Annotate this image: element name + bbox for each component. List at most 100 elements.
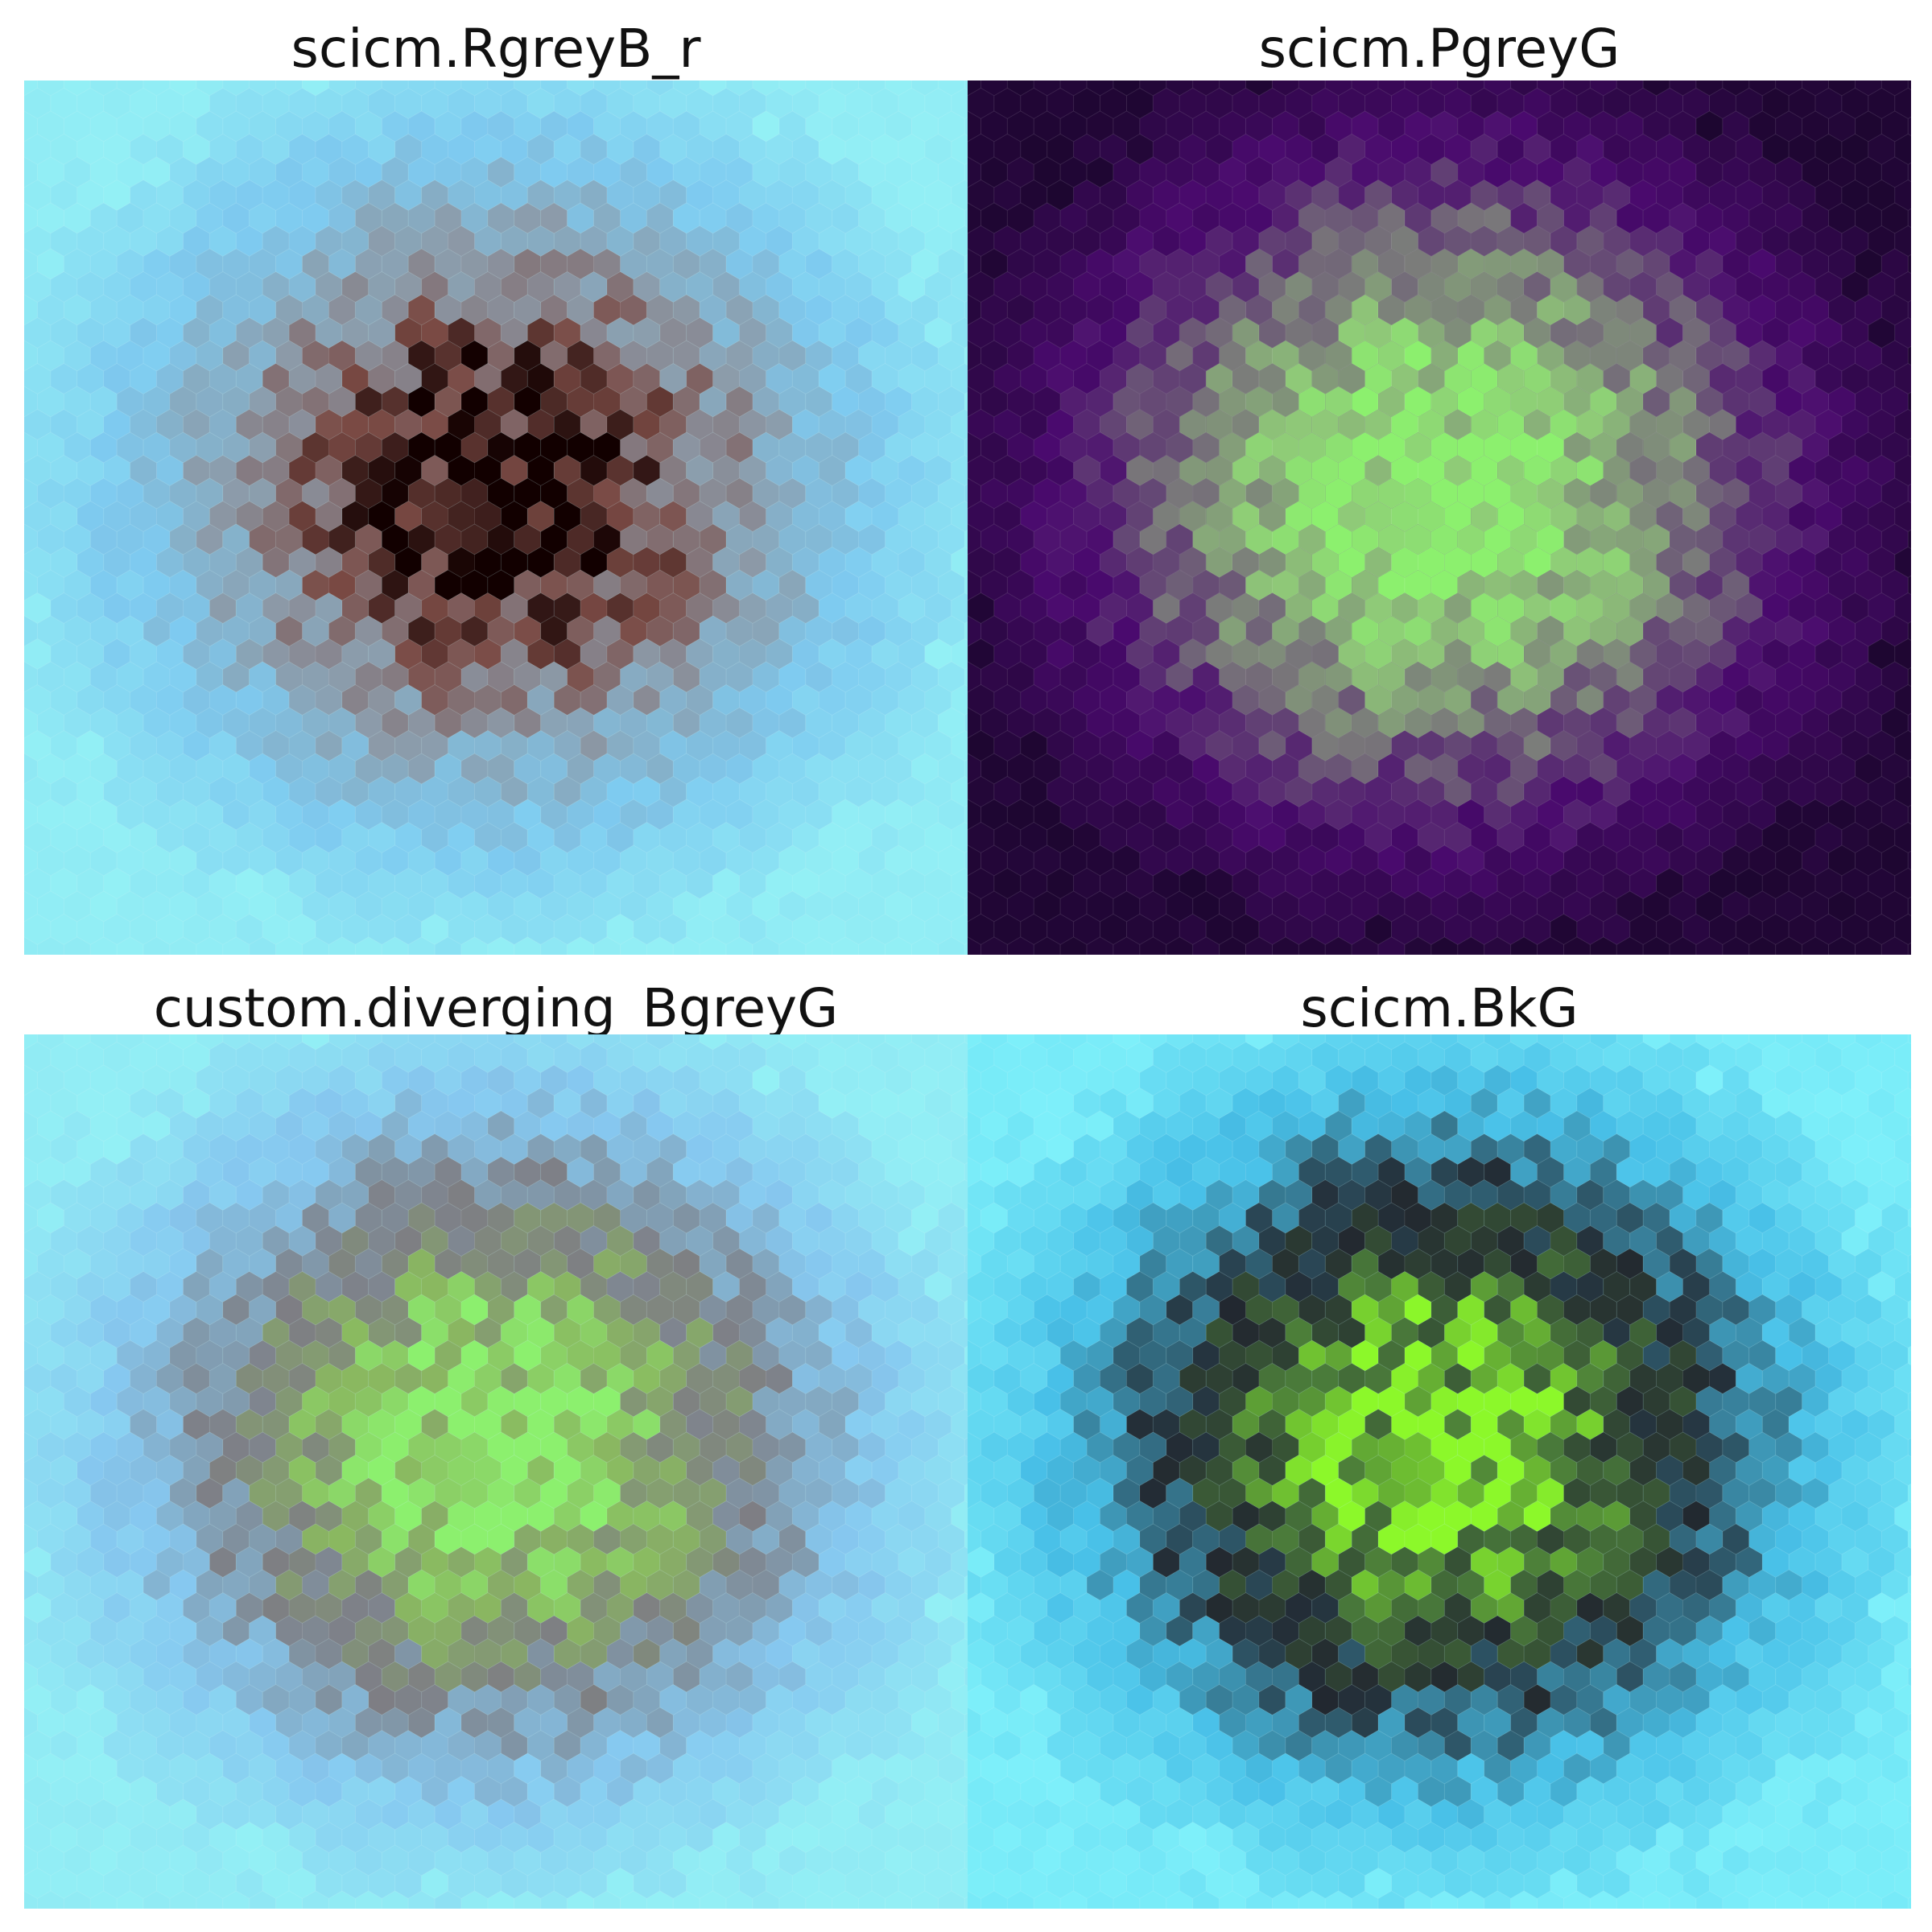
- hex-cell: [1404, 936, 1432, 955]
- hex-cell: [805, 936, 833, 955]
- hex-cell: [725, 1890, 753, 1909]
- hex-cell: [805, 1890, 833, 1909]
- hexbin-plot: [968, 80, 1911, 955]
- hex-cell: [1484, 936, 1512, 955]
- hex-cell: [620, 1890, 647, 1909]
- hex-cell: [381, 936, 409, 955]
- hexbin-plot: [24, 80, 968, 955]
- panel-pgreyg: scicm.PgreyG: [968, 0, 1911, 955]
- hex-cell: [63, 936, 91, 955]
- hex-cell: [24, 1890, 38, 1909]
- hex-cell: [407, 936, 436, 955]
- hex-cell: [249, 936, 277, 955]
- hex-cell: [169, 936, 197, 955]
- panel-title: custom.diverging_BgreyG: [153, 977, 839, 1039]
- hex-cell: [1616, 936, 1644, 955]
- hex-cell: [1537, 936, 1564, 955]
- hex-cell: [89, 936, 118, 955]
- hex-cell: [222, 936, 250, 955]
- hex-cell: [1298, 936, 1326, 955]
- hex-cell: [593, 1890, 621, 1909]
- hex-cell: [1722, 936, 1750, 955]
- hex-cell: [328, 936, 356, 955]
- hex-cell: [646, 1890, 674, 1909]
- hex-cell: [672, 936, 700, 955]
- hex-cell: [169, 1890, 197, 1909]
- hex-cell: [1510, 936, 1538, 955]
- hex-cell: [540, 936, 568, 955]
- hex-cell: [1589, 936, 1617, 955]
- hex-cell: [620, 936, 647, 955]
- hex-cell: [63, 1890, 91, 1909]
- panel-bkg: scicm.BkG: [968, 955, 1911, 1909]
- hex-cell: [646, 936, 674, 955]
- hex-cell: [460, 1890, 489, 1909]
- hex-cell: [1245, 936, 1273, 955]
- hex-cell: [1802, 936, 1829, 955]
- hex-cell: [487, 1890, 515, 1909]
- hex-cell: [354, 1890, 382, 1909]
- hex-cell: [1748, 936, 1777, 955]
- hex-cell: [699, 936, 727, 955]
- hex-cell: [1828, 936, 1856, 955]
- hex-cell: [593, 936, 621, 955]
- hex-cell: [196, 936, 224, 955]
- hexbin-plot: [968, 1034, 1911, 1909]
- hex-cell: [142, 936, 171, 955]
- hex-cell: [1033, 936, 1061, 955]
- hex-cell: [1642, 936, 1670, 955]
- hex-cell: [832, 936, 860, 955]
- hex-cell: [699, 1890, 727, 1909]
- hex-cell: [434, 936, 462, 955]
- hex-cell: [1166, 936, 1194, 955]
- hex-cell: [567, 1890, 594, 1909]
- hex-cell: [514, 936, 542, 955]
- panel-diverging-bgreyg: custom.diverging_BgreyG: [24, 955, 968, 1909]
- hex-cell: [354, 936, 382, 955]
- hex-cell: [514, 1890, 542, 1909]
- hex-cell: [302, 936, 329, 955]
- hex-cell: [937, 936, 965, 955]
- hex-cell: [1695, 936, 1724, 955]
- hex-cell: [567, 936, 594, 955]
- hex-cell: [24, 936, 38, 955]
- hex-cell: [885, 1890, 912, 1909]
- hex-cell: [778, 936, 807, 955]
- hex-cell: [885, 936, 912, 955]
- hex-cell: [968, 936, 981, 955]
- hex-cell: [37, 1890, 64, 1909]
- hex-cell: [1457, 936, 1485, 955]
- hex-cell: [725, 936, 753, 955]
- panel-rgreyb: scicm.RgreyB_r: [24, 0, 968, 955]
- hex-cell: [116, 936, 144, 955]
- hex-cell: [89, 1890, 118, 1909]
- hex-cell: [911, 936, 939, 955]
- hex-cell: [1855, 936, 1882, 955]
- hex-cell: [752, 1890, 780, 1909]
- hex-cell: [980, 936, 1008, 955]
- hex-cell: [302, 1890, 329, 1909]
- hex-cell: [1669, 936, 1697, 955]
- hex-cell: [275, 936, 303, 955]
- hex-cell: [752, 936, 780, 955]
- hex-cell: [1059, 936, 1088, 955]
- hex-cell: [1880, 936, 1909, 955]
- hex-cell: [142, 1890, 171, 1909]
- hex-cell: [1086, 936, 1114, 955]
- hex-cell: [672, 1890, 700, 1909]
- hex-cell: [858, 936, 886, 955]
- hex-cell: [407, 1890, 436, 1909]
- hex-cell: [249, 1890, 277, 1909]
- hex-cell: [37, 936, 64, 955]
- hex-cell: [1272, 936, 1299, 955]
- hexbin-plot: [24, 1034, 968, 1909]
- hex-cell: [1430, 936, 1459, 955]
- hex-cell: [937, 1890, 965, 1909]
- hex-cell: [1192, 936, 1220, 955]
- hex-cell: [328, 1890, 356, 1909]
- panel-title: scicm.BkG: [1300, 977, 1579, 1039]
- hex-cell: [1775, 936, 1803, 955]
- hex-cell: [1006, 936, 1034, 955]
- hex-cell: [275, 1890, 303, 1909]
- hex-cell: [222, 1890, 250, 1909]
